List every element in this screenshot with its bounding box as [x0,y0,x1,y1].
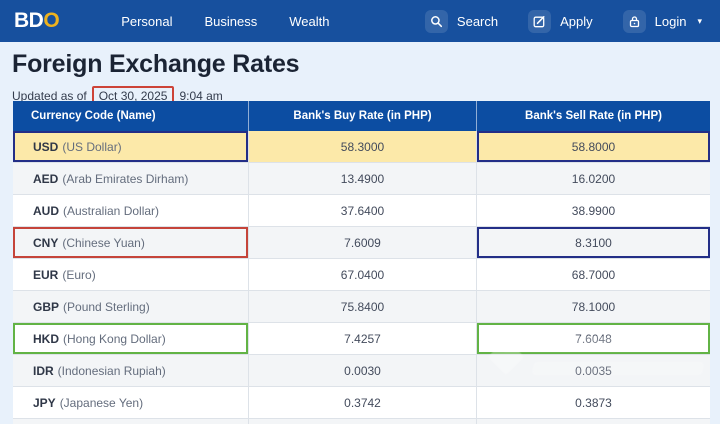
currency-code: HKD [33,331,59,346]
currency-cell: AED (Arab Emirates Dirham) [13,163,249,194]
header-currency-code: Currency Code (Name) [13,101,249,131]
table-row: JPY (Japanese Yen) 0.3742 0.3873 [13,387,710,419]
table-row: GBP (Pound Sterling) 75.8400 78.1000 [13,291,710,323]
page-title: Foreign Exchange Rates [12,50,300,78]
sell-rate: 68.7000 [571,267,616,282]
buy-rate: 67.0400 [249,259,477,290]
apply-label: Apply [560,13,593,29]
currency-cell: CNY (Chinese Yuan) [13,227,249,258]
search-icon [424,9,448,33]
currency-code: JPY [33,395,56,410]
table-row: IDR (Indonesian Rupiah) 0.0030 0.0035 [13,355,710,387]
table-row: EUR (Euro) 67.0400 68.7000 [13,259,710,291]
nav-menu: Personal Business Wealth [121,14,329,29]
currency-name: (Pound Sterling) [63,299,150,314]
updated-line: Updated as of Oct 30, 2025 9:04 am [12,86,706,106]
buy-rate: 75.8400 [249,291,477,322]
search-label: Search [456,13,499,29]
buy-rate: 0.3742 [249,387,477,418]
currency-cell: HKD (Hong Kong Dollar) [13,323,249,354]
currency-cell: AUD (Australian Dollar) [13,195,249,226]
buy-rate [249,419,477,424]
lock-icon [622,9,646,33]
sell-rate: 78.1000 [571,299,616,314]
table-header: Currency Code (Name) Bank's Buy Rate (in… [13,101,710,131]
currency-name: (Chinese Yuan) [62,235,145,250]
search-button[interactable]: Search [424,9,499,33]
currency-code: AUD [33,203,59,218]
currency-name: (Arab Emirates Dirham) [62,171,189,186]
currency-code: IDR [33,363,54,378]
top-nav: BDO Personal Business Wealth Search Appl… [0,0,720,42]
buy-rate: 0.0030 [249,355,477,386]
sell-rate: 7.6048 [477,323,710,354]
nav-item-personal[interactable]: Personal [121,13,173,29]
login-label: Login [654,13,687,29]
sell-rate: 0.0035 [575,363,612,378]
sell-rate: 0.3873 [575,395,612,410]
sell-rate [477,419,710,424]
currency-name: (Indonesian Rupiah) [57,363,166,378]
currency-cell: EUR (Euro) [13,259,249,290]
currency-cell: GBP (Pound Sterling) [13,291,249,322]
table-row: CNY (Chinese Yuan) 7.6009 8.3100 [13,227,710,259]
apply-button[interactable]: Apply [528,9,593,33]
header-sell-rate: Bank's Sell Rate (in PHP) [525,110,662,122]
table-row: AED (Arab Emirates Dirham) 13.4900 16.0200 [13,163,710,195]
currency-name: (Australian Dollar) [63,203,160,218]
currency-name: (Japanese Yen) [59,395,144,410]
table-row: AUD (Australian Dollar) 37.6400 38.9900 [13,195,710,227]
buy-rate: 7.4257 [249,323,477,354]
currency-name: (Euro) [62,267,96,282]
currency-code: USD [33,139,59,154]
buy-rate: 13.4900 [249,163,477,194]
nav-item-business[interactable]: Business [204,13,258,29]
logo-text-o: O [43,9,60,32]
sell-rate: 8.3100 [477,227,710,258]
currency-name: (Hong Kong Dollar) [63,331,166,346]
updated-prefix: Updated as of [12,89,87,103]
buy-rate: 37.6400 [249,195,477,226]
login-button[interactable]: Login ▾ [622,9,702,33]
currency-code: CNY [33,235,59,250]
table-row-partial [13,419,710,424]
currency-cell: IDR (Indonesian Rupiah) [13,355,249,386]
fx-rates-table: Currency Code (Name) Bank's Buy Rate (in… [13,101,710,424]
sell-rate: 58.8000 [477,131,710,162]
currency-code: AED [33,171,59,186]
currency-cell: USD (US Dollar) [13,131,249,162]
fx-table-body: USD (US Dollar) 58.3000 58.8000 AED (Arab Emi… [13,131,710,419]
currency-code: EUR [33,267,59,282]
currency-cell: JPY (Japanese Yen) [13,387,249,418]
currency-name: (US Dollar) [62,139,122,154]
header-buy-rate: Bank's Buy Rate (in PHP) [249,101,477,131]
sell-rate: 38.9900 [571,203,616,218]
table-row: HKD (Hong Kong Dollar) 7.4257 7.6048 [13,323,710,355]
edit-icon [528,9,552,33]
nav-item-wealth[interactable]: Wealth [289,13,330,29]
logo-text-bd: BD [14,9,44,32]
updated-time: 9:04 am [179,89,223,103]
sell-rate: 16.0200 [571,171,616,186]
bdo-logo[interactable]: BDO [14,9,60,33]
currency-code: GBP [33,299,60,314]
table-row: USD (US Dollar) 58.3000 58.8000 [13,131,710,163]
buy-rate: 7.6009 [249,227,477,258]
buy-rate: 58.3000 [249,131,477,162]
chevron-down-icon: ▾ [697,15,702,26]
page-head: Foreign Exchange Rates Updated as of Oct… [0,42,720,106]
currency-cell [13,419,249,424]
nav-actions: Search Apply Login ▾ [409,9,702,33]
